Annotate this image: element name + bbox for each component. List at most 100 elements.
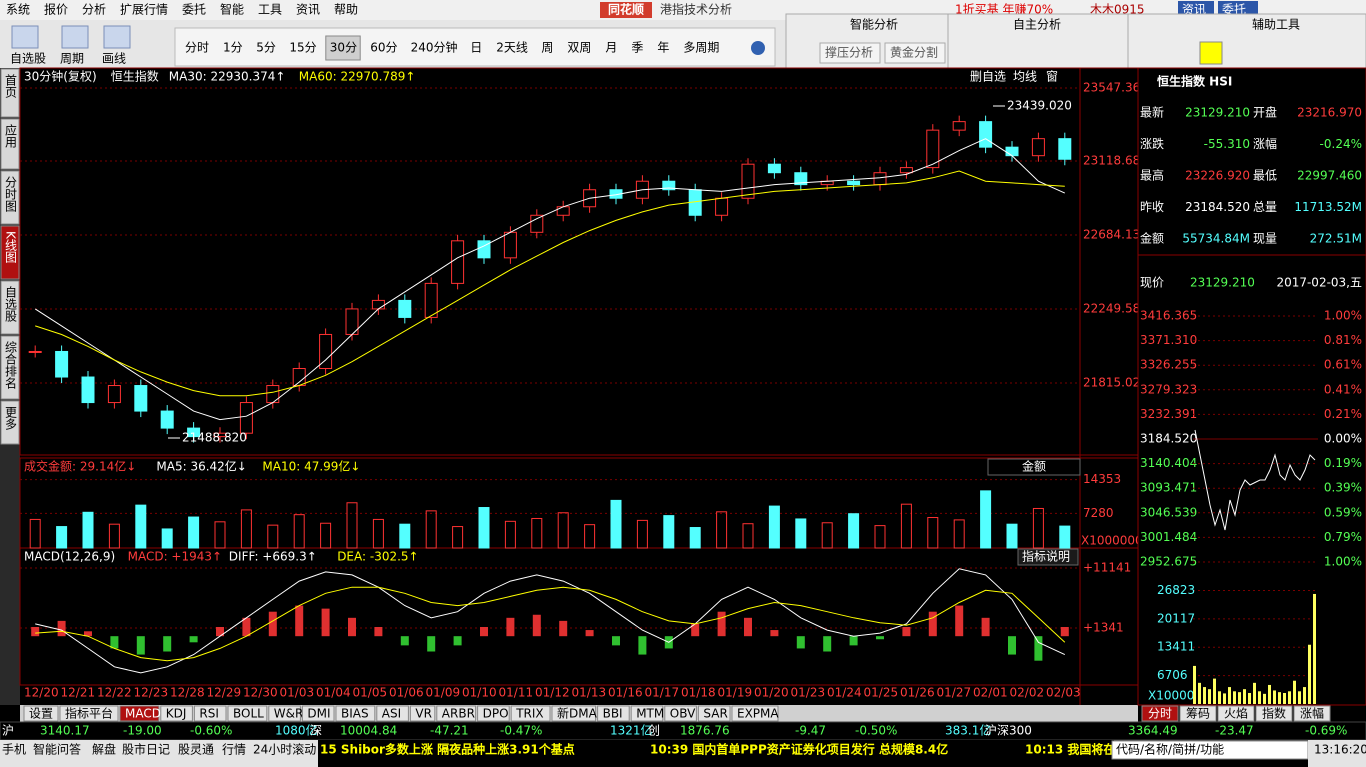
period-button[interactable]: 双周 [567,41,591,55]
indicator-tab-label[interactable]: 指标平台 [65,706,113,721]
indicator-tab-label[interactable]: KDJ [166,707,187,721]
menu-item[interactable]: 资讯 [296,3,320,17]
period-button[interactable]: 240分钟 [411,40,458,55]
macd-bar [770,630,779,637]
macd-bar [400,636,409,646]
menu-item[interactable]: 帮助 [334,3,358,17]
bottom-link[interactable]: 股灵通 [178,743,214,757]
chart-link[interactable]: 均线 [1013,70,1037,84]
indicator-tab-label[interactable]: MACD [125,707,161,721]
side-tab-label[interactable]: 更多 [4,406,18,431]
mini-tab-label[interactable]: 筹码 [1186,707,1210,721]
indicator-tab-label[interactable]: SAR [703,707,727,721]
macd-bar [295,605,304,637]
bottom-link[interactable]: 行情 [222,743,246,757]
bottom-link[interactable]: 手机 [2,743,26,757]
indicator-tab-label[interactable]: RSI [199,707,219,721]
period-button[interactable]: 30分 [330,41,357,55]
period-button[interactable]: 2天线 [496,41,528,55]
bottom-link[interactable]: 24小时滚动 [253,742,316,757]
news-item[interactable]: 15 Shibor多数上涨 隔夜品种上涨3.91个基点 [320,742,575,757]
indicator-tab-label[interactable]: EXPMA [737,707,779,721]
menu-item[interactable]: 扩展行情 [120,3,168,17]
chart-link[interactable]: 窗 [1046,70,1058,84]
indicator-tab-label[interactable]: BIAS [341,707,369,721]
period-button[interactable]: 年 [657,41,669,55]
period-button[interactable]: 日 [470,41,482,55]
mini-tab-label[interactable]: 分时 [1148,707,1172,721]
period-active [325,35,361,61]
status-item: 1876.76 [680,724,730,738]
tool-label[interactable]: 画线 [102,52,126,66]
indicator-tab-label[interactable]: W&R [274,707,304,721]
period-button[interactable]: 1分 [223,41,243,55]
tool-label[interactable]: 周期 [60,52,84,66]
period-button[interactable]: 月 [605,41,617,55]
indicator-tab-label[interactable]: OBV [670,707,696,721]
period-button[interactable]: 60分 [370,41,397,55]
panel-button [884,42,946,64]
mini-tab-label[interactable]: 涨幅 [1300,706,1324,721]
tool-label[interactable]: 自选股 [10,52,46,66]
period-button[interactable]: 季 [631,41,643,55]
macd-bar [348,617,356,637]
indicator-tab-label[interactable]: BBI [603,707,623,721]
side-tab-label[interactable]: 应用 [4,123,18,149]
bottom-link[interactable]: 解盘 [92,742,116,757]
search-placeholder[interactable]: 代码/名称/简拼/功能 [1116,742,1224,757]
top-link[interactable]: 资讯 [1182,3,1206,17]
top-link[interactable]: 1折买基 年赚70% [955,2,1053,17]
panel-button-label[interactable]: 黄金分割 [890,45,938,60]
news-item[interactable]: 10:13 我国将在十三 [1025,742,1139,757]
status-item: -19.00 [123,724,162,738]
indicator-tab-label[interactable]: ASI [382,707,401,721]
candle [662,180,676,191]
side-tab-label[interactable]: 首页 [4,74,18,99]
macd-button-label[interactable]: 指标说明 [1022,549,1070,564]
panel-title: 智能分析 [850,17,898,32]
period-button[interactable]: 5分 [256,41,276,55]
period-button[interactable]: 多周期 [683,41,719,55]
side-tab-label[interactable]: 分时图 [4,176,18,212]
menu-item[interactable]: 委托 [182,3,206,17]
chart-link[interactable]: 删自选 [970,70,1006,84]
menu-item[interactable]: 工具 [258,3,282,17]
indicator-tab-label[interactable]: DMI [307,707,330,721]
indicator-tab-label[interactable]: VR [415,707,432,721]
indicator-tab [376,705,409,722]
indicator-tab-label[interactable]: 设置 [29,707,53,721]
news-item[interactable]: 10:39 国内首单PPP资产证券化项目发行 总规模8.4亿 [650,742,948,757]
indicator-tab-label[interactable]: TRIX [515,707,543,721]
indicator-tab-label[interactable]: BOLL [233,707,264,721]
period-button[interactable]: 周 [541,41,553,55]
side-tab-label[interactable]: 综合排名 [4,341,18,389]
top-link[interactable]: 委托 [1222,3,1246,17]
y-tick-label: 22249.58 [1083,301,1140,315]
indicator-tab-label[interactable]: ARBR [442,707,475,721]
volume-bar [1006,523,1018,549]
menu-item[interactable]: 报价 [44,2,68,17]
menu-item[interactable]: 系统 [6,3,30,17]
mini-tab-label[interactable]: 指数 [1262,706,1286,721]
menu-item[interactable]: 分析 [82,3,106,17]
indicator-tab-label[interactable]: DPO [483,707,509,721]
top-link[interactable]: 木木0915 [1090,3,1145,17]
indicator-tab-label[interactable]: 新DMA [557,706,598,721]
period-button[interactable]: 分时 [185,41,209,55]
side-tab-label[interactable]: 自选股 [4,286,18,323]
panel-button-label[interactable]: 撑压分析 [825,45,873,60]
candle [530,214,544,233]
bottom-link[interactable]: 股市日记 [122,742,170,757]
dropdown-label[interactable]: 金额 [1022,459,1046,474]
menu-item[interactable]: 智能 [220,2,244,17]
indicator-tab-label[interactable]: MTM [636,707,664,721]
period-button[interactable]: 15分 [289,41,316,55]
candle [899,167,913,174]
x-tick-label: 01/18 [681,686,716,700]
bottom-link[interactable]: 智能问答 [33,742,81,757]
candle [794,172,808,186]
side-tab-label[interactable]: K线图 [4,231,18,263]
mini-tab-label[interactable]: 火焰 [1224,706,1248,721]
candle [424,282,438,318]
quote-label: 金额 [1140,231,1164,246]
